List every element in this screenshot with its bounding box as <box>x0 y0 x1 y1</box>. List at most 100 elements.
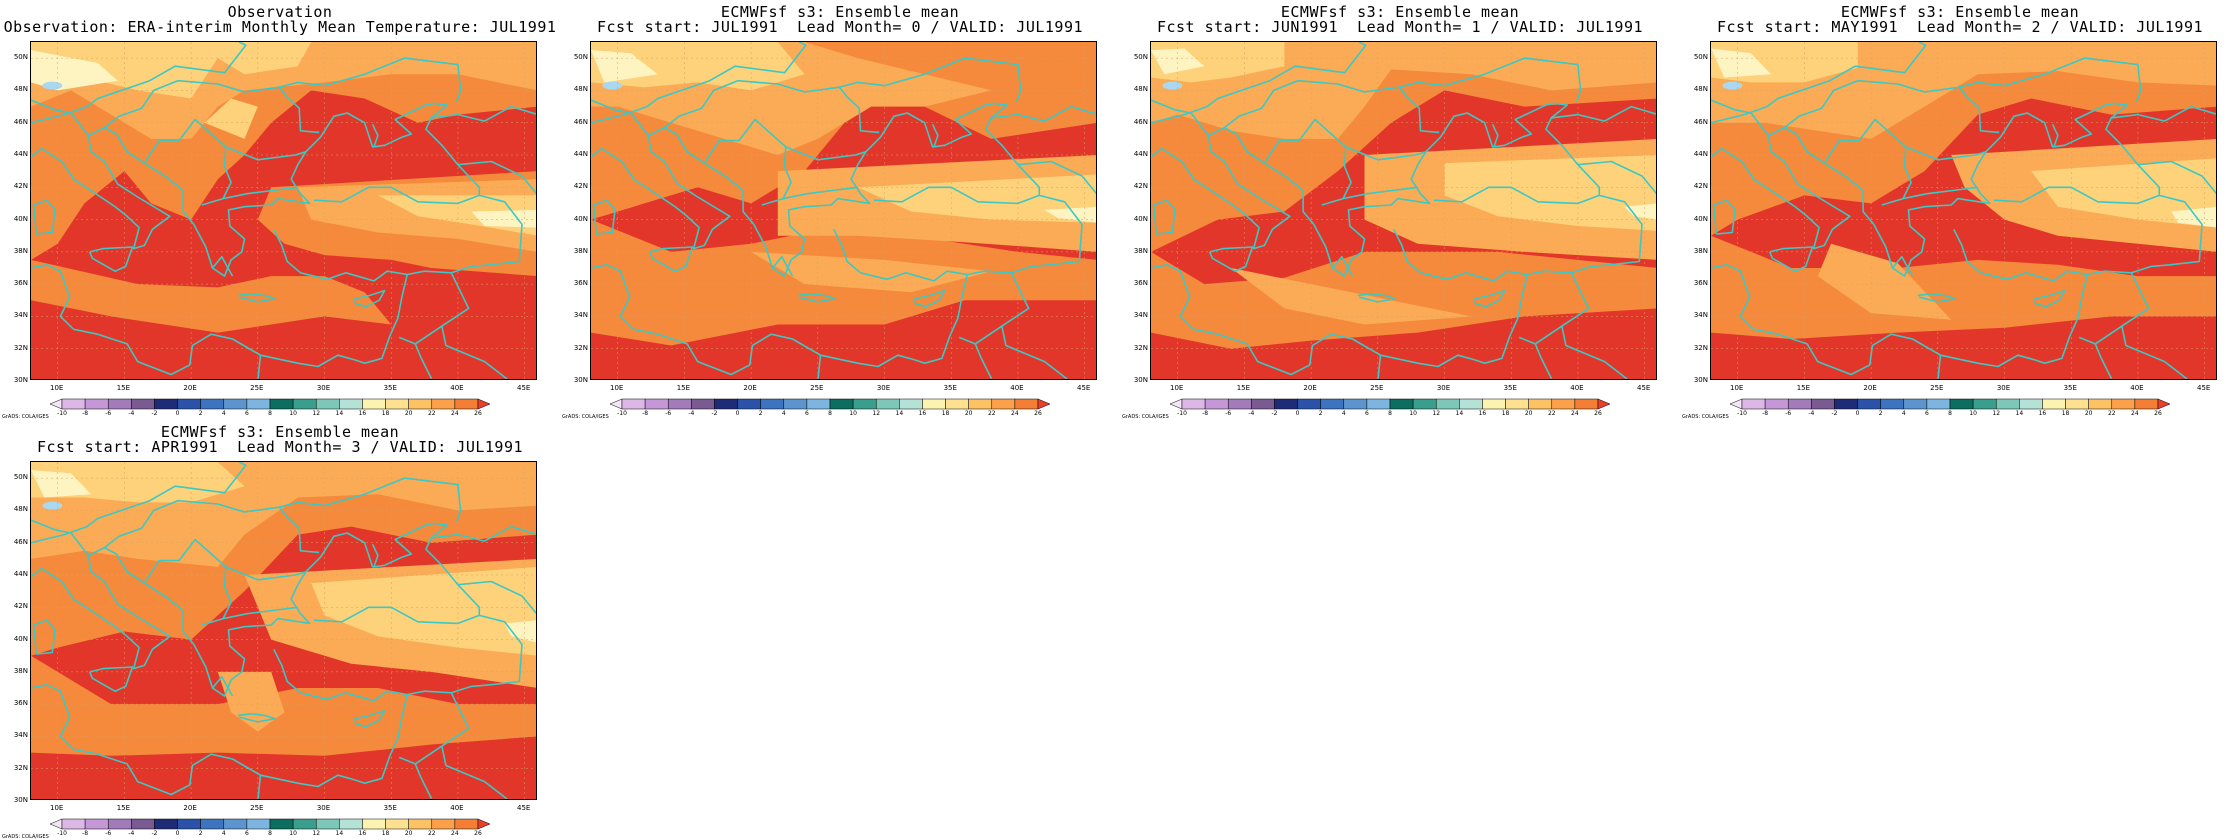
x-tick-label: 10E <box>50 384 64 392</box>
temperature-contour <box>31 470 91 498</box>
coastline <box>2111 105 2216 122</box>
colorbar-label: 2 <box>198 830 203 837</box>
colorbar-swatch <box>2065 398 2089 410</box>
x-tick-label: 40E <box>1570 384 1584 392</box>
colorbar-label: -6 <box>105 410 112 417</box>
coastline <box>237 713 276 723</box>
x-tick-label: 25E <box>1370 384 1384 392</box>
colorbar-swatch <box>1551 398 1576 410</box>
coastline <box>1342 186 1418 200</box>
colorbar-label: 16 <box>918 410 927 417</box>
x-tick-label: 20E <box>1863 384 1877 392</box>
coastline <box>1711 147 1851 250</box>
colorbar-label: 14 <box>2015 410 2024 417</box>
coastline <box>441 325 509 379</box>
colorbar-swatch <box>1880 398 1905 410</box>
panel-subtitle: Fcst start: JUN1991 Lead Month= 1 / VALI… <box>1156 18 1644 36</box>
colorbar-label: 8 <box>1388 410 1392 417</box>
colorbar-swatch <box>61 818 86 830</box>
colorbar-swatch <box>1251 398 1275 410</box>
temperature-contour <box>1624 203 1656 220</box>
coastline <box>1331 255 1354 277</box>
colorbar-label: 16 <box>358 830 367 837</box>
coastline <box>407 194 523 276</box>
y-tick-label: 30N <box>13 376 28 384</box>
coastline <box>1527 194 1643 276</box>
coastline <box>1207 102 1601 277</box>
coastline <box>838 86 880 134</box>
coastline <box>967 194 1083 276</box>
colorbar <box>50 818 490 830</box>
temperature-contour <box>1044 206 1096 223</box>
coastline <box>143 118 232 206</box>
temperature-map <box>30 461 537 800</box>
y-tick-label: 44N <box>1133 150 1148 158</box>
colorbar-label: 14 <box>895 410 904 417</box>
temperature-contour <box>857 174 1096 223</box>
colorbar-swatch <box>1181 398 1206 410</box>
x-tick-label: 45E <box>516 384 531 392</box>
y-tick-label: 38N <box>13 246 28 255</box>
colorbar-min-arrow <box>1730 398 1743 410</box>
coastline <box>1151 99 1210 137</box>
colorbar-label: 12 <box>312 410 321 417</box>
x-tick-label: 30E <box>876 384 891 392</box>
colorbar-swatch <box>1949 398 1974 410</box>
colorbar-label: -10 <box>1177 410 1187 417</box>
colorbar-min-arrow <box>1170 398 1183 410</box>
contour-map-svg <box>31 42 536 379</box>
coastline <box>31 147 171 250</box>
coastline <box>257 775 262 799</box>
y-tick-label: 32N <box>13 763 28 772</box>
colorbar-swatch <box>431 818 456 830</box>
colorbar-swatch <box>131 818 155 830</box>
temperature-contour <box>1151 48 1205 75</box>
y-tick-label: 42N <box>13 182 28 191</box>
y-tick-label: 46N <box>1693 117 1708 126</box>
colorbar-swatch <box>315 398 340 410</box>
y-tick-label: 44N <box>1693 150 1708 158</box>
colorbar-swatch <box>1204 398 1229 410</box>
y-tick-label: 48N <box>1133 85 1148 94</box>
coastline <box>278 86 320 134</box>
grads-credit: GrADS: COLA/IGES <box>2 414 49 420</box>
coastline <box>1561 325 1629 379</box>
y-tick-label: 36N <box>1693 279 1708 288</box>
panel-subtitle: Fcst start: APR1991 Lead Month= 3 / VALI… <box>36 438 524 456</box>
colorbar-label: -2 <box>151 410 158 417</box>
x-tick-label: 20E <box>183 384 197 392</box>
colorbar-label: -10 <box>57 830 67 837</box>
colorbar-swatch <box>1528 398 1553 410</box>
colorbar-swatch <box>269 818 294 830</box>
temperature-contour <box>31 259 392 333</box>
y-tick-label: 42N <box>13 602 28 611</box>
colorbar-label: 0 <box>1295 410 1300 417</box>
coastline <box>1905 146 1987 161</box>
colorbar-label: 0 <box>175 830 180 837</box>
x-tick-label: 30E <box>1996 384 2011 392</box>
coastline <box>88 246 134 272</box>
coastline <box>87 102 481 277</box>
colorbar-swatch <box>154 398 178 410</box>
coastline <box>1151 228 1529 376</box>
coastline <box>1223 57 1582 129</box>
y-tick-label: 30N <box>1133 376 1148 384</box>
colorbar-swatch <box>84 398 109 410</box>
x-tick-label: 30E <box>316 384 331 392</box>
coastline <box>1711 42 1927 124</box>
coastline <box>414 343 433 379</box>
colorbar-swatch <box>1435 398 1460 410</box>
grads-credit: GrADS: COLA/IGES <box>1122 414 1169 420</box>
colorbar-label: 18 <box>1501 410 1510 417</box>
y-tick-label: 48N <box>13 505 28 514</box>
colorbar-swatch <box>852 398 877 410</box>
temperature-contour <box>1444 155 1656 231</box>
coastline <box>1902 186 1978 200</box>
colorbar-swatch <box>1014 398 1039 410</box>
temperature-contour <box>204 98 258 139</box>
colorbar-swatch <box>783 398 808 410</box>
contour-map-svg <box>1711 42 2216 379</box>
colorbar-label: -6 <box>1225 410 1232 417</box>
colorbar-label: 6 <box>244 410 249 417</box>
colorbar-swatch <box>1811 398 1835 410</box>
